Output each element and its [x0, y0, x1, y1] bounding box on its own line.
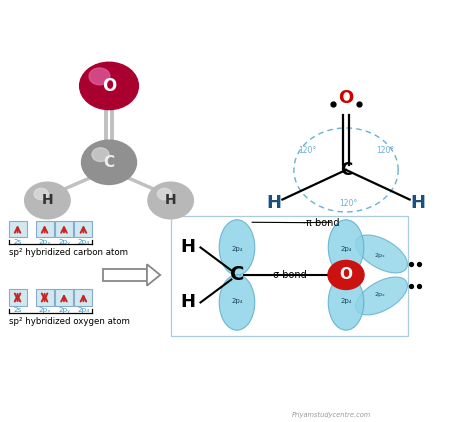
Ellipse shape: [219, 220, 255, 275]
Bar: [171, 216, 408, 336]
Text: 2pᵧ: 2pᵧ: [58, 239, 70, 245]
Text: 120°: 120°: [339, 199, 357, 208]
Bar: [74, 289, 92, 306]
Text: Priyamstudycentre.com: Priyamstudycentre.com: [292, 412, 372, 418]
Bar: [9, 289, 27, 306]
Text: 2pₓ: 2pₓ: [38, 308, 51, 314]
Text: H: H: [165, 194, 176, 208]
Text: H: H: [42, 194, 53, 208]
Ellipse shape: [328, 220, 364, 275]
Text: 2p₄: 2p₄: [77, 308, 90, 314]
Circle shape: [82, 140, 137, 184]
Bar: [36, 289, 54, 306]
Circle shape: [25, 182, 70, 219]
Text: H: H: [410, 194, 426, 211]
Text: σ bond: σ bond: [273, 270, 306, 280]
Ellipse shape: [219, 275, 255, 330]
Text: sp² hybridized carbon atom: sp² hybridized carbon atom: [9, 248, 128, 257]
Text: 120°: 120°: [298, 146, 316, 154]
Text: 2p₄: 2p₄: [231, 298, 243, 304]
Circle shape: [80, 62, 138, 110]
Text: 2p₄: 2p₄: [231, 246, 243, 252]
Circle shape: [157, 188, 172, 200]
Bar: [36, 221, 54, 237]
Text: 2p₄: 2p₄: [340, 298, 352, 304]
Text: π bond: π bond: [306, 218, 339, 227]
Ellipse shape: [328, 275, 364, 330]
Text: 2pᵧ: 2pᵧ: [58, 308, 70, 314]
Text: 2pₓ: 2pₓ: [375, 253, 385, 257]
Text: 2s: 2s: [13, 308, 22, 314]
Text: O: O: [102, 77, 116, 95]
Ellipse shape: [356, 277, 408, 315]
Text: O: O: [338, 89, 354, 107]
Ellipse shape: [356, 235, 408, 273]
Circle shape: [92, 148, 109, 162]
Text: 120°: 120°: [376, 146, 394, 154]
Polygon shape: [147, 264, 160, 286]
Circle shape: [148, 182, 193, 219]
Text: 2pₓ: 2pₓ: [38, 239, 51, 245]
Circle shape: [328, 260, 364, 289]
Circle shape: [34, 188, 48, 200]
Text: H: H: [266, 194, 282, 211]
Text: C: C: [103, 155, 115, 170]
Text: FORMALDEHYDE (HCHO) MOLECULE: FORMALDEHYDE (HCHO) MOLECULE: [75, 13, 399, 27]
Bar: [103, 269, 147, 281]
Text: 2p₄: 2p₄: [340, 246, 352, 252]
Text: 2pₓ: 2pₓ: [375, 292, 385, 298]
Bar: [74, 221, 92, 237]
Text: O: O: [339, 268, 353, 282]
Circle shape: [89, 68, 110, 85]
Text: 2p₄: 2p₄: [77, 239, 90, 245]
Text: 2s: 2s: [13, 239, 22, 245]
Bar: [55, 221, 73, 237]
Bar: [55, 289, 73, 306]
Text: H: H: [181, 293, 196, 311]
Text: H: H: [181, 238, 196, 257]
Bar: [9, 221, 27, 237]
Text: C: C: [230, 265, 244, 284]
Text: C: C: [340, 161, 352, 179]
Text: sp² hybridized oxygen atom: sp² hybridized oxygen atom: [9, 317, 129, 326]
